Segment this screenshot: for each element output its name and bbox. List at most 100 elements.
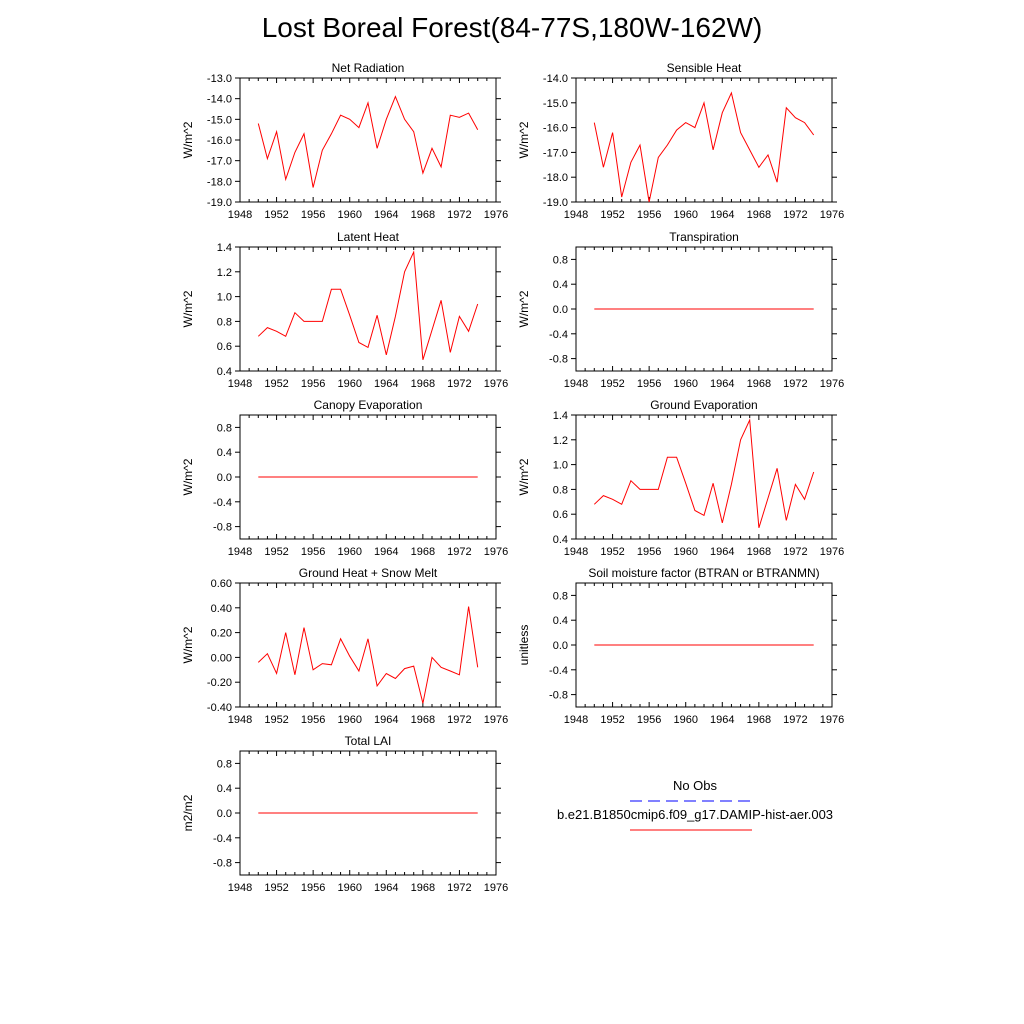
x-tick-label: 1948 [228,546,252,558]
y-axis-label: m2/m2 [181,794,195,831]
x-tick-label: 1948 [564,714,588,726]
y-tick-label: 1.0 [553,460,568,472]
x-tick-label: 1968 [747,546,771,558]
y-tick-label: -17.0 [543,147,568,159]
y-axis-label: W/m^2 [181,626,195,663]
x-tick-label: 1952 [264,209,288,221]
x-tick-label: 1952 [264,882,288,894]
panel-4: 1948 1952 1956 1960 1964 1968 1972 1976 -0.8 -0.4… [181,398,508,558]
legend-obs-label: No Obs [672,778,718,793]
plot-frame [239,246,497,372]
y-tick-label: 1.4 [217,242,232,254]
panel-1: 1948 1952 1956 1960 1964 1968 1972 1976 -19.0 -18… [517,61,844,221]
y-tick-label: -14.0 [207,94,232,106]
y-tick-label: 0.60 [211,578,232,590]
plot-frame [575,77,833,203]
y-tick-label: 0.8 [217,316,232,328]
x-tick-label: 1948 [228,209,252,221]
y-tick-label: 0.4 [553,534,568,546]
figure-title: Lost Boreal Forest(84-77S,180W-162W) [261,12,763,43]
y-tick-label: 1.0 [217,292,232,304]
x-tick-label: 1956 [637,546,661,558]
series-line [257,250,479,360]
y-tick-label: 0.8 [217,422,232,434]
y-axis-label: W/m^2 [181,121,195,158]
y-tick-label: 0.8 [553,254,568,266]
panel-title: Total LAI [345,734,392,748]
x-tick-label: 1956 [301,378,325,390]
y-tick-label: -0.8 [213,858,232,870]
x-tick-label: 1960 [337,882,361,894]
x-tick-label: 1956 [637,209,661,221]
x-tick-label: 1956 [301,882,325,894]
y-tick-label: 0.8 [217,758,232,770]
panel-title: Soil moisture factor (BTRAN or BTRANMN) [588,566,819,580]
y-tick-label: 1.2 [553,435,568,447]
y-tick-label: 0.6 [553,509,568,521]
x-tick-label: 1976 [820,209,844,221]
x-tick-label: 1964 [710,546,734,558]
x-tick-label: 1964 [710,209,734,221]
x-tick-label: 1968 [747,209,771,221]
series-line [593,91,815,203]
x-tick-label: 1952 [600,209,624,221]
x-tick-label: 1952 [600,546,624,558]
y-tick-label: 0.8 [553,590,568,602]
y-tick-label: -15.0 [207,114,232,126]
x-tick-label: 1972 [447,209,471,221]
x-tick-label: 1956 [301,714,325,726]
x-tick-label: 1964 [374,546,398,558]
x-tick-label: 1952 [264,546,288,558]
panel-2: 1948 1952 1956 1960 1964 1968 1972 1976 0.4 0.6 0.… [181,230,508,390]
x-tick-label: 1972 [783,378,807,390]
panel-6: 1948 1952 1956 1960 1964 1968 1972 1976 -0.40 -0.… [181,566,508,726]
panel-title: Canopy Evaporation [314,398,423,412]
x-tick-label: 1960 [337,378,361,390]
y-axis-label: W/m^2 [517,458,531,495]
y-tick-label: -13.0 [207,73,232,85]
legend-model-swatch [630,829,752,831]
y-tick-label: 0.00 [211,652,232,664]
x-tick-label: 1972 [783,546,807,558]
x-tick-label: 1948 [564,378,588,390]
x-tick-label: 1968 [747,714,771,726]
y-tick-label: 1.4 [553,410,568,422]
x-tick-label: 1968 [411,546,435,558]
x-tick-label: 1948 [228,714,252,726]
panel-title: Latent Heat [337,230,400,244]
x-tick-label: 1968 [411,209,435,221]
x-tick-label: 1956 [301,546,325,558]
panel-title: Net Radiation [332,61,405,75]
x-tick-label: 1956 [637,378,661,390]
panel-title: Ground Heat + Snow Melt [299,566,438,580]
x-tick-label: 1976 [484,378,508,390]
panel-8: 1948 1952 1956 1960 1964 1968 1972 1976 -0.8 -0.4… [181,734,508,894]
y-axis-label: W/m^2 [517,121,531,158]
x-tick-label: 1972 [447,378,471,390]
panel-title: Ground Evaporation [650,398,757,412]
x-tick-label: 1972 [447,546,471,558]
x-tick-label: 1972 [783,714,807,726]
y-tick-label: 0.4 [217,783,232,795]
x-tick-label: 1956 [637,714,661,726]
y-axis-label: W/m^2 [517,290,531,327]
x-tick-label: 1972 [447,882,471,894]
y-axis-label: W/m^2 [181,458,195,495]
x-tick-label: 1964 [710,378,734,390]
y-tick-label: -16.0 [207,135,232,147]
x-tick-label: 1960 [337,209,361,221]
y-tick-label: 0.0 [217,472,232,484]
y-tick-label: 1.2 [217,267,232,279]
y-tick-label: -15.0 [543,98,568,110]
x-tick-label: 1948 [228,882,252,894]
x-tick-label: 1976 [820,378,844,390]
y-tick-label: -0.4 [213,833,232,845]
y-axis-label: W/m^2 [181,290,195,327]
panel-3: 1948 1952 1956 1960 1964 1968 1972 1976 -0.8 -0.4… [517,230,844,390]
x-tick-label: 1952 [600,714,624,726]
x-tick-label: 1956 [301,209,325,221]
y-tick-label: -0.4 [213,497,232,509]
series-line [257,95,479,188]
x-tick-label: 1948 [564,546,588,558]
y-tick-label: 0.4 [217,366,232,378]
